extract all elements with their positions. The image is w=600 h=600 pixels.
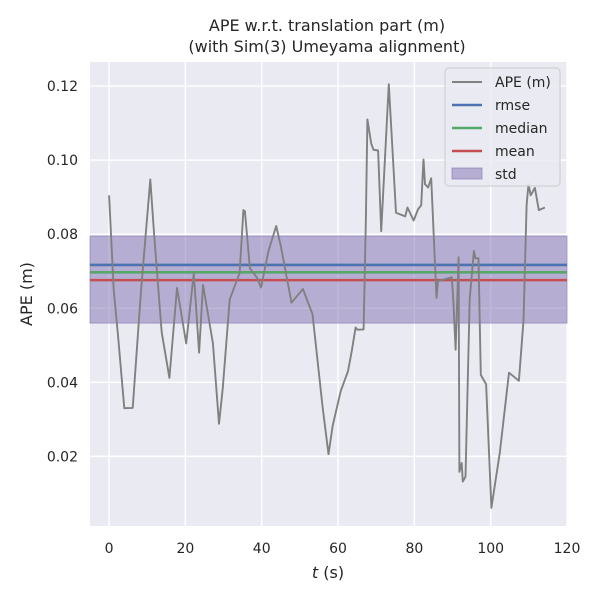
y-tick-label: 0.06 [47,301,78,317]
chart-title-line-1: APE w.r.t. translation part (m) [209,16,445,35]
x-axis-label-var: t [312,563,319,582]
chart-title-line-2: (with Sim(3) Umeyama alignment) [188,37,465,56]
ape-line [108,83,546,509]
x-tick-label: 60 [329,541,347,557]
x-tick-label: 100 [477,541,504,557]
x-axis-label-unit: (s) [318,563,344,582]
legend-label: std [495,167,517,183]
legend-label: APE (m) [495,75,551,91]
x-axis-label: t (s) [312,563,344,582]
legend-label: mean [495,144,535,160]
legend-label: rmse [495,98,530,114]
statistic-lines [90,263,567,282]
y-tick-label: 0.10 [47,153,78,169]
y-axis-label: APE (m) [17,262,36,326]
ape-series [108,83,546,509]
legend-label: median [495,121,547,137]
y-tick-label: 0.12 [47,79,78,95]
x-tick-labels: 0 20 40 60 80 100 120 [105,541,581,557]
legend-swatch-std [451,167,483,180]
x-tick-label: 0 [105,541,114,557]
x-tick-label: 80 [405,541,423,557]
y-tick-labels: 0.02 0.04 0.06 0.08 0.10 0.12 [47,79,78,465]
x-tick-label: 40 [253,541,271,557]
legend: APE (m) rmse median mean std [444,67,561,187]
legend-box [444,67,561,187]
x-tick-label: 20 [176,541,194,557]
x-tick-label: 120 [554,541,581,557]
y-tick-label: 0.08 [47,227,78,243]
y-tick-label: 0.04 [47,375,78,391]
y-tick-label: 0.02 [47,449,78,465]
